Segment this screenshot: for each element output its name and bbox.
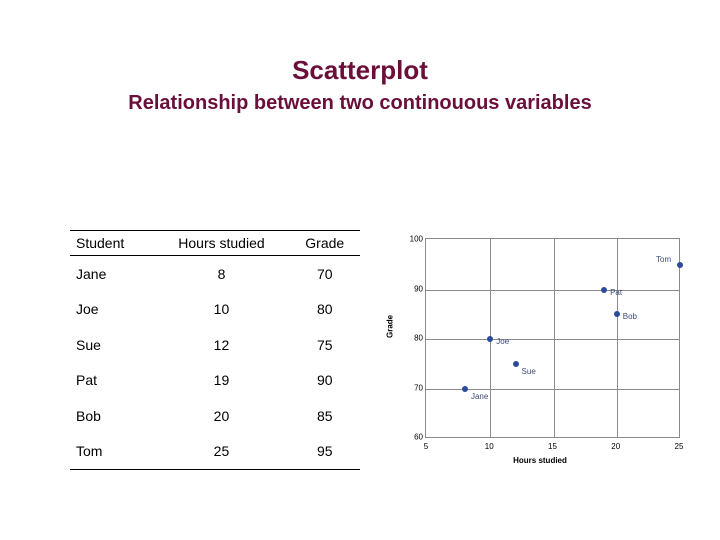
x-tick-label: 25 bbox=[675, 442, 684, 451]
data-point-label: Sue bbox=[522, 367, 536, 376]
table-header-row: Student Hours studied Grade bbox=[70, 231, 360, 256]
data-table: Student Hours studied Grade Jane 8 70 Jo… bbox=[70, 230, 360, 470]
gridline-h bbox=[426, 290, 679, 291]
slide-subtitle: Relationship between two continouous var… bbox=[0, 92, 720, 115]
data-point bbox=[513, 361, 519, 367]
gridline-v bbox=[617, 239, 618, 437]
col-student: Student bbox=[70, 231, 153, 256]
plot-area: Jane Joe Sue Pat Bob Tom bbox=[425, 238, 680, 438]
cell-grade: 70 bbox=[290, 256, 360, 292]
y-tick-label: 70 bbox=[405, 383, 423, 392]
cell-hours: 8 bbox=[153, 256, 289, 292]
y-tick-label: 100 bbox=[405, 235, 423, 244]
data-point bbox=[677, 262, 683, 268]
cell-student: Bob bbox=[70, 398, 153, 433]
content-row: Student Hours studied Grade Jane 8 70 Jo… bbox=[70, 230, 690, 470]
x-tick-label: 20 bbox=[611, 442, 620, 451]
cell-hours: 12 bbox=[153, 327, 289, 362]
table-row: Bob 20 85 bbox=[70, 398, 360, 433]
slide-title: Scatterplot bbox=[0, 55, 720, 86]
y-axis-label: Grade bbox=[386, 315, 395, 338]
x-tick-label: 15 bbox=[548, 442, 557, 451]
table-row: Joe 10 80 bbox=[70, 292, 360, 327]
table-row: Jane 8 70 bbox=[70, 256, 360, 292]
cell-grade: 80 bbox=[290, 292, 360, 327]
col-grade: Grade bbox=[290, 231, 360, 256]
cell-grade: 75 bbox=[290, 327, 360, 362]
x-axis-label: Hours studied bbox=[390, 456, 690, 465]
x-tick-label: 5 bbox=[424, 442, 428, 451]
cell-grade: 90 bbox=[290, 362, 360, 397]
cell-student: Sue bbox=[70, 327, 153, 362]
cell-hours: 20 bbox=[153, 398, 289, 433]
cell-student: Tom bbox=[70, 433, 153, 469]
data-point-label: Pat bbox=[610, 288, 622, 297]
table-row: Sue 12 75 bbox=[70, 327, 360, 362]
table-row: Pat 19 90 bbox=[70, 362, 360, 397]
cell-student: Pat bbox=[70, 362, 153, 397]
data-point bbox=[487, 336, 493, 342]
data-point-label: Tom bbox=[656, 255, 671, 264]
data-point-label: Joe bbox=[496, 337, 509, 346]
scatter-chart: Grade JaneJoeSuePatBobTom Hours studied … bbox=[390, 230, 690, 470]
data-point-label: Bob bbox=[623, 312, 637, 321]
data-point-label: Jane bbox=[471, 392, 488, 401]
cell-student: Joe bbox=[70, 292, 153, 327]
table-row: Tom 25 95 bbox=[70, 433, 360, 469]
data-point bbox=[601, 287, 607, 293]
x-tick-label: 10 bbox=[485, 442, 494, 451]
data-point bbox=[614, 311, 620, 317]
col-hours: Hours studied bbox=[153, 231, 289, 256]
gridline-v bbox=[554, 239, 555, 437]
cell-hours: 19 bbox=[153, 362, 289, 397]
cell-hours: 10 bbox=[153, 292, 289, 327]
cell-hours: 25 bbox=[153, 433, 289, 469]
y-tick-label: 80 bbox=[405, 334, 423, 343]
y-tick-label: 90 bbox=[405, 284, 423, 293]
data-point bbox=[462, 386, 468, 392]
cell-grade: 85 bbox=[290, 398, 360, 433]
gridline-h bbox=[426, 339, 679, 340]
y-tick-label: 60 bbox=[405, 433, 423, 442]
cell-grade: 95 bbox=[290, 433, 360, 469]
cell-student: Jane bbox=[70, 256, 153, 292]
